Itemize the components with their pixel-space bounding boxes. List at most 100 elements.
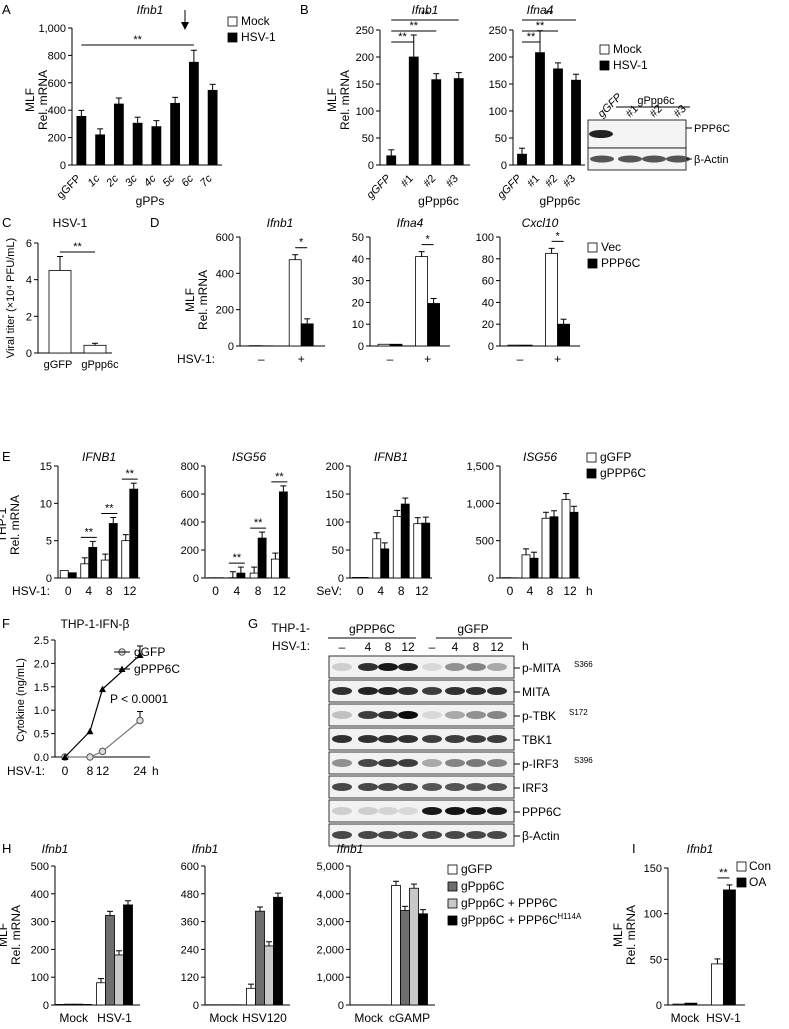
blot-band (358, 783, 378, 791)
chart-title: THP-1-IFN-β (61, 617, 130, 631)
blot-row (328, 655, 515, 679)
bar-oa (723, 889, 736, 1006)
bar-gppp6c (88, 546, 98, 579)
bar-series-2 (73, 1003, 84, 1006)
y-tick-label: 1,500 (466, 461, 494, 473)
legend-label: Vec (601, 240, 621, 254)
phospho-site-label: S172 (569, 708, 588, 717)
x-tick-label: gGFP (44, 359, 73, 371)
y-tick-label: 2.0 (34, 658, 49, 670)
blot-band-label: PPP6C (694, 123, 730, 135)
significance-label: ** (409, 20, 418, 32)
y-axis-label: Rel. mRNA (36, 70, 50, 130)
legend-swatch-hsv1 (227, 32, 238, 43)
x-unit: h (586, 584, 593, 598)
x-tick-label: 0 (507, 584, 514, 598)
x-tick-label: 4 (527, 584, 534, 598)
x-tick-label: Mock (671, 1011, 701, 1025)
blot-band-label: p-MITA (522, 661, 560, 675)
x-tick-label: 0 (62, 764, 69, 778)
legend-label: gPpp6C + PPP6CH114A (461, 912, 582, 927)
blot-band (589, 130, 613, 138)
blot-row (328, 679, 515, 703)
x-prefix: HSV-1: (177, 352, 215, 366)
y-tick-label: 2,000 (316, 944, 344, 956)
y-tick-label: 1,000 (38, 23, 66, 35)
bar-oa (684, 1002, 698, 1006)
x-tick-label: 24 (133, 764, 147, 778)
blot-band (466, 711, 486, 719)
series-line-gppp6c (64, 654, 141, 758)
bar-gppp6c (569, 511, 579, 579)
legend-swatch-0 (447, 864, 458, 875)
blot-band (398, 831, 418, 839)
y-tick-label: 50 (362, 133, 374, 145)
bar-hsv1 (453, 78, 464, 166)
lane-label: – (429, 640, 436, 654)
x-tick-label: 12 (563, 584, 577, 598)
blot-band (332, 735, 352, 743)
bar-gppp6c (108, 523, 118, 579)
significance-label: ** (527, 31, 536, 43)
chart-title: Ifnb1 (267, 216, 294, 230)
x-tick-label: Mock (209, 1011, 239, 1025)
bar-vec (415, 256, 429, 347)
blot-band (445, 711, 465, 719)
lane-label: 12 (401, 640, 415, 654)
bar-ggfp (541, 517, 551, 579)
blot-band (445, 687, 465, 695)
bar-hsv1 (386, 155, 397, 166)
x-tick-label: Mock (59, 1011, 89, 1025)
x-tick-label: gGFP (495, 172, 524, 201)
bar-hsv1 (151, 126, 162, 166)
y-axis-label: MLF (23, 88, 37, 112)
bar-gppp6c (67, 572, 77, 579)
x-tick-label: 8 (398, 584, 405, 598)
bar-series-2 (114, 954, 124, 1006)
chart-title: Ifnb1 (412, 3, 439, 17)
bar-hsv1 (517, 153, 527, 166)
blot-band (358, 735, 378, 743)
x-tick-label: 8 (87, 764, 94, 778)
y-tick-label: 300 (31, 917, 49, 929)
bar-vec (507, 344, 521, 347)
bar-hsv1 (207, 89, 218, 166)
x-tick-label: + (554, 352, 561, 366)
blot-band (358, 687, 378, 695)
x-tick-label: 4 (377, 584, 384, 598)
group-label: gGFP (457, 622, 488, 636)
blot-row (328, 751, 515, 775)
legend-swatch-mock (227, 16, 238, 27)
x-tick-label: 4 (234, 584, 241, 598)
y-axis-label: Cytokine (ng/mL) (15, 658, 27, 742)
y-axis-label: Rel. mRNA (624, 905, 638, 965)
legend-label: PPP6C (601, 256, 641, 270)
y-tick-label: 200 (216, 305, 234, 317)
legend-swatch-mock (599, 44, 610, 55)
y-tick-label: 150 (489, 79, 507, 91)
y-tick-label: 0 (338, 1000, 344, 1012)
panel-letter: B (300, 2, 309, 17)
x-tick-label: HSV120 (242, 1011, 287, 1025)
blot-band (332, 711, 352, 719)
y-tick-label: 1.0 (34, 705, 49, 717)
bar-hsv1 (95, 134, 106, 166)
x-tick-label: 4 (85, 584, 92, 598)
y-tick-label: 250 (356, 25, 374, 37)
bar (48, 270, 72, 354)
blot-band (487, 831, 507, 839)
bar-con (672, 1003, 686, 1006)
bar-series-1 (400, 910, 410, 1006)
x-unit: h (522, 639, 529, 653)
bar-hsv1 (76, 115, 87, 166)
y-tick-label: 40 (352, 254, 364, 266)
legend-swatch-3 (447, 915, 458, 926)
x-tick-label: 8 (547, 584, 554, 598)
chart-title: Ifnb1 (137, 3, 164, 17)
y-tick-label: 100 (476, 232, 494, 244)
y-tick-label: 500 (476, 536, 494, 548)
y-tick-label: 150 (356, 79, 374, 91)
blot-band-label: TBK1 (522, 733, 552, 747)
bar-series-3 (418, 913, 428, 1006)
x-tick-label: #2 (421, 173, 438, 190)
